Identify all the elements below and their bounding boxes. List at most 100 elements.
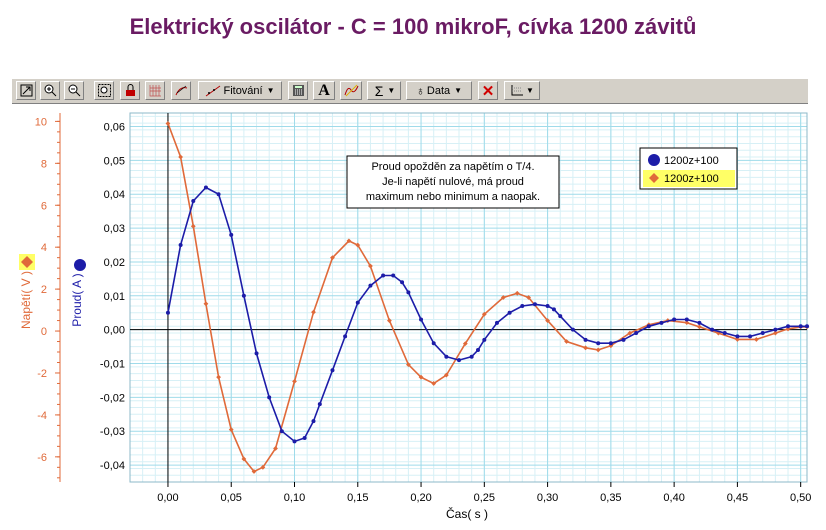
legend-voltage-label: 1200z+100: [664, 173, 719, 185]
current-tick-label: -0,01: [100, 359, 125, 371]
data-point: [558, 314, 563, 319]
data-point: [773, 327, 778, 332]
data-point: [254, 351, 259, 356]
time-tick-label: 0,15: [347, 492, 368, 504]
data-point: [532, 302, 537, 307]
sigma-label: Σ: [374, 82, 384, 99]
current-tick-label: 0,03: [104, 223, 125, 235]
data-point: [545, 303, 550, 308]
data-point: [165, 310, 170, 315]
data-point: [520, 303, 525, 308]
autoscale-icon[interactable]: [16, 81, 36, 100]
annotation-box[interactable]: Proud opožděn za napětím o T/4. Je-li na…: [346, 155, 560, 209]
data-point: [735, 337, 740, 342]
chevron-down-icon: ▼: [387, 86, 396, 95]
data-point: [786, 324, 791, 329]
data-point: [507, 310, 512, 315]
legend-current-marker: [648, 154, 660, 166]
annotation-line-2: Je-li napětí nulové, má proud: [382, 176, 524, 188]
data-point: [241, 456, 247, 462]
time-axis-label: Čas( s ): [446, 506, 488, 521]
data-point: [772, 330, 778, 336]
fit-label: Fitování: [223, 84, 263, 97]
data-point: [621, 337, 626, 342]
current-tick-label: -0,04: [100, 460, 125, 472]
time-tick-label: 0,25: [474, 492, 495, 504]
data-point: [697, 324, 702, 330]
data-point: [514, 290, 520, 296]
data-point: [311, 309, 316, 315]
zoom-out-icon[interactable]: [64, 81, 84, 100]
delete-icon[interactable]: ✕: [478, 81, 498, 100]
slope-icon[interactable]: [171, 81, 191, 100]
data-point: [462, 341, 468, 347]
voltage-series: [165, 121, 810, 474]
data-dropdown[interactable]: ♁ Data ▼: [406, 81, 472, 100]
voltage-tick-label: -2: [37, 368, 47, 380]
current-tick-label: 0,05: [104, 155, 125, 167]
data-point: [697, 320, 702, 325]
data-point: [178, 243, 183, 248]
data-point: [368, 283, 373, 288]
current-axis-label: Proud( A ): [70, 273, 84, 326]
data-point: [317, 402, 322, 407]
data-point: [216, 192, 221, 197]
data-point: [355, 300, 360, 305]
data-point: [418, 374, 424, 380]
data-point: [330, 368, 335, 373]
time-tick-label: 0,00: [157, 492, 178, 504]
data-point: [608, 341, 613, 346]
voltage-tick-label: 0: [41, 326, 47, 338]
data-point: [748, 334, 753, 339]
time-tick-label: 0,50: [790, 492, 811, 504]
data-point: [419, 317, 424, 322]
data-point: [646, 324, 651, 329]
data-point: [805, 324, 809, 329]
legend-voltage-highlight: [643, 170, 735, 187]
data-point: [634, 331, 639, 336]
voltage-tick-label: 10: [35, 116, 47, 128]
time-tick-label: 0,40: [663, 492, 684, 504]
statistics-dropdown[interactable]: Σ ▼: [367, 81, 401, 100]
voltage-tick-label: 8: [41, 158, 47, 170]
data-point: [190, 223, 196, 229]
voltage-axis-label: Napětí( V ): [19, 271, 33, 329]
data-point: [481, 311, 487, 317]
data-point: [406, 290, 411, 295]
data-point: [400, 280, 405, 285]
axes-options-dropdown[interactable]: ▼: [504, 81, 540, 100]
data-point: [570, 327, 575, 332]
lock-icon[interactable]: [120, 81, 140, 100]
text-tool-icon[interactable]: A: [313, 81, 335, 100]
legend[interactable]: 1200z+100 1200z+100: [639, 147, 738, 190]
data-point: [346, 238, 352, 244]
current-axis-marker: [74, 259, 86, 271]
annotation-line-1: Proud opožděn za napětím o T/4.: [371, 161, 534, 173]
grid-icon[interactable]: [145, 81, 165, 100]
data-point: [330, 255, 335, 261]
data-point: [302, 435, 307, 440]
current-tick-label: -0,02: [100, 392, 125, 404]
data-point: [583, 345, 588, 351]
voltage-tick-label: -6: [37, 452, 47, 464]
data-point: [760, 331, 765, 336]
fit-dropdown[interactable]: Fitování ▼: [198, 81, 282, 100]
chevron-down-icon: ▼: [526, 86, 534, 95]
time-tick-labels: 0,00 0,05 0,10 0,15 0,20 0,25 0,30 0,35 0,40 0,45…: [157, 482, 811, 504]
calculator-icon[interactable]: [288, 81, 308, 100]
data-point: [431, 341, 436, 346]
zoom-box-icon[interactable]: [94, 81, 114, 100]
zoom-in-icon[interactable]: [40, 81, 60, 100]
data-point: [260, 464, 266, 470]
voltage-tick-label: 4: [41, 242, 47, 254]
series-line: [167, 186, 807, 443]
data-point: [443, 372, 449, 378]
data-point: [444, 354, 449, 359]
data-point: [251, 469, 257, 474]
voltage-tick-labels: 10 8 6 4 2 0 -2 -4 -6: [35, 116, 60, 479]
analysis-icon[interactable]: [340, 81, 362, 100]
chevron-down-icon: ▼: [266, 86, 275, 95]
data-point: [178, 154, 184, 160]
data-icon: ♁: [415, 83, 425, 98]
data-point: [228, 427, 234, 432]
